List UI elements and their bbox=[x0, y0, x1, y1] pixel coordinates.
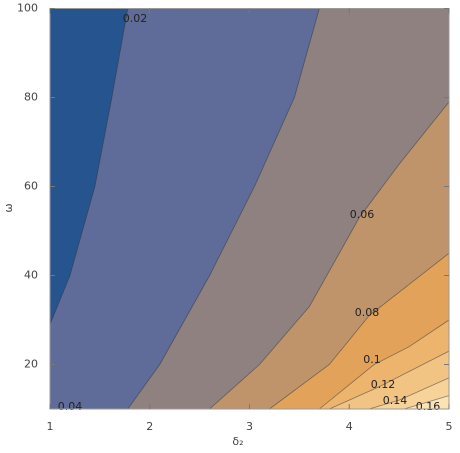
x-axis-label: δ₂ bbox=[232, 435, 243, 448]
contour-label: 0.16 bbox=[416, 400, 441, 413]
x-tick-label: 5 bbox=[446, 420, 453, 433]
contour-line bbox=[269, 252, 450, 410]
contour-line bbox=[49, 8, 129, 325]
contour-line bbox=[319, 319, 450, 410]
contour-line bbox=[329, 350, 450, 410]
contour-label: 0.1 bbox=[363, 353, 381, 366]
y-tick-label: 80 bbox=[24, 91, 38, 104]
contour-label: 0.14 bbox=[383, 394, 408, 407]
contour-line bbox=[127, 8, 320, 410]
contour-line bbox=[403, 395, 450, 410]
y-axis-label: ω bbox=[2, 203, 15, 212]
contour-label: 0.08 bbox=[355, 306, 380, 319]
contour-label: 0.04 bbox=[58, 400, 83, 413]
contour-label: 0.12 bbox=[371, 378, 396, 391]
band-region bbox=[50, 8, 449, 409]
x-tick-label: 4 bbox=[346, 420, 353, 433]
contour-line bbox=[369, 377, 450, 410]
x-tick-label: 3 bbox=[246, 420, 253, 433]
y-tick-label: 20 bbox=[24, 358, 38, 371]
band-region bbox=[50, 8, 449, 409]
contour-line bbox=[209, 101, 450, 410]
contour-label: 0.06 bbox=[350, 208, 375, 221]
x-tick-label: 1 bbox=[47, 420, 54, 433]
y-tick-label: 60 bbox=[24, 180, 38, 193]
y-tick-label: 100 bbox=[17, 2, 38, 15]
contour-label: 0.02 bbox=[123, 12, 148, 25]
y-tick-label: 40 bbox=[24, 269, 38, 282]
x-tick-label: 2 bbox=[146, 420, 153, 433]
